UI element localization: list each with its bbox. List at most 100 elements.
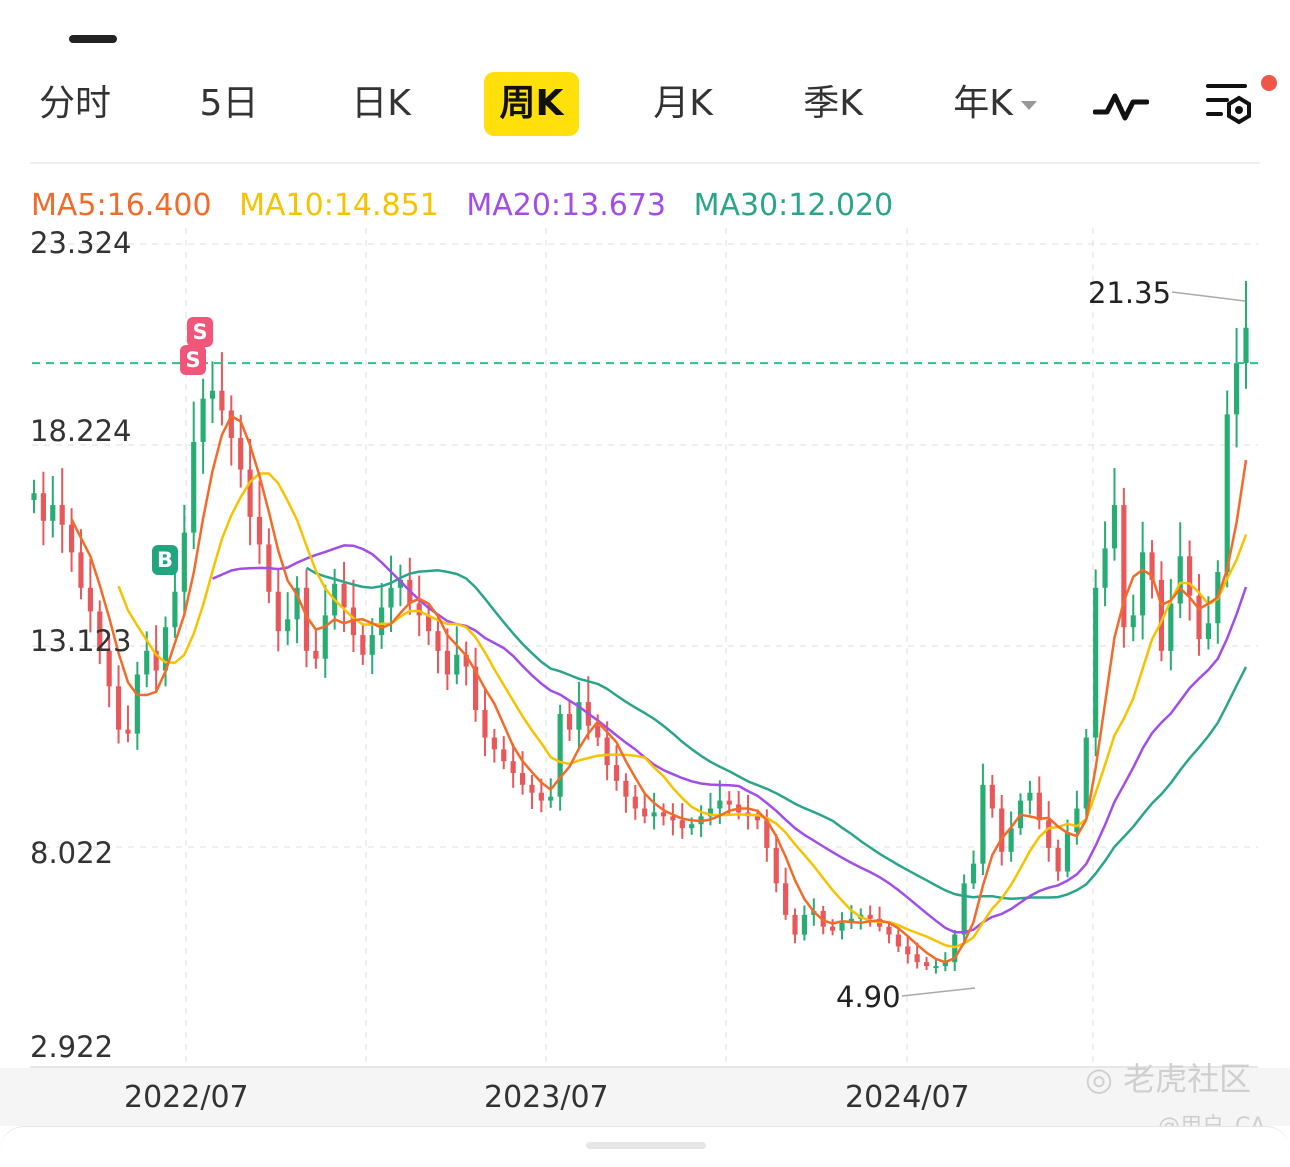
candle-body bbox=[172, 591, 178, 628]
x-tick-label: 2023/07 bbox=[484, 1080, 609, 1115]
candle-body bbox=[416, 603, 422, 616]
candle-body bbox=[97, 611, 103, 651]
buy-signal-badge[interactable]: B bbox=[152, 545, 178, 575]
sell-signal-badge[interactable]: S bbox=[187, 317, 213, 347]
ma30-line bbox=[305, 566, 1248, 900]
candle-body bbox=[933, 966, 939, 969]
candle-body bbox=[1064, 832, 1071, 872]
ma20-label: MA20:13.673 bbox=[466, 188, 667, 223]
candle-body bbox=[1224, 414, 1230, 573]
candle-body bbox=[1008, 828, 1014, 852]
candle-body bbox=[275, 591, 281, 632]
tab-quarterly-k[interactable]: 季K bbox=[803, 83, 863, 124]
candle-body bbox=[426, 615, 432, 632]
bottom-sheet-handle[interactable] bbox=[586, 1142, 706, 1149]
candle-body bbox=[895, 934, 901, 947]
candle-body bbox=[209, 390, 216, 399]
candle-body bbox=[219, 390, 225, 411]
settings-sliders-icon[interactable] bbox=[1205, 80, 1255, 130]
ma20-line bbox=[212, 544, 1248, 934]
candle-body bbox=[1027, 792, 1033, 801]
candle-body bbox=[162, 627, 169, 671]
candle-body bbox=[623, 780, 629, 797]
tab-daily-k[interactable]: 日K bbox=[351, 83, 411, 124]
candle-body bbox=[1234, 363, 1240, 415]
candle-body bbox=[388, 587, 394, 608]
tab-monthly-k[interactable]: 月K bbox=[653, 83, 713, 124]
drag-handle[interactable] bbox=[69, 35, 117, 43]
candle-body bbox=[144, 650, 150, 675]
tab-5day[interactable]: 5日 bbox=[199, 83, 259, 124]
y-tick-label: 13.123 bbox=[30, 624, 132, 658]
candle-body bbox=[792, 914, 798, 935]
ma5-line bbox=[70, 414, 1248, 964]
candle-body bbox=[1196, 595, 1202, 640]
candle-body bbox=[50, 505, 56, 521]
notification-dot bbox=[1261, 75, 1277, 91]
candle-body bbox=[717, 800, 723, 809]
candle-body bbox=[1177, 556, 1183, 604]
candle-body bbox=[651, 812, 657, 817]
candle-body bbox=[200, 398, 206, 442]
axis-band bbox=[0, 1068, 1290, 1126]
candle-body bbox=[360, 635, 366, 655]
candle-body bbox=[444, 650, 450, 675]
candle-body bbox=[68, 524, 75, 553]
candle-body bbox=[773, 847, 779, 884]
candle-body bbox=[689, 824, 695, 829]
candle-body bbox=[914, 954, 920, 963]
candle-body bbox=[256, 516, 263, 545]
high-price-annotation: 21.35 bbox=[1088, 276, 1172, 310]
candle-body bbox=[783, 883, 789, 915]
candle-body bbox=[576, 702, 582, 730]
candle-body bbox=[1046, 820, 1052, 848]
candle-body bbox=[613, 765, 620, 781]
candle-body bbox=[961, 883, 967, 935]
candle-body bbox=[632, 796, 638, 809]
ma10-line bbox=[117, 472, 1248, 949]
pulse-icon[interactable] bbox=[1092, 84, 1150, 128]
ma30-label: MA30:12.020 bbox=[693, 188, 894, 223]
y-tick-label: 18.224 bbox=[30, 414, 132, 448]
candle-body bbox=[369, 635, 375, 655]
candle-body bbox=[247, 469, 253, 517]
watermark-logo: ◎ 老虎社区 bbox=[1085, 1060, 1252, 1098]
candle-body bbox=[228, 410, 234, 439]
candle-body bbox=[134, 674, 140, 734]
candle-body bbox=[1158, 579, 1165, 651]
candle-body bbox=[482, 709, 488, 738]
low-price-annotation: 4.90 bbox=[836, 980, 901, 1014]
tab-yearly-k[interactable]: 年K bbox=[940, 72, 1050, 136]
candle-body bbox=[764, 820, 770, 848]
sell-signal-badge[interactable]: S bbox=[180, 345, 206, 375]
candle-body bbox=[726, 800, 732, 805]
ma5-label: MA5:16.400 bbox=[31, 188, 212, 223]
tab-weekly-k[interactable]: 周K bbox=[484, 72, 579, 136]
candle-body bbox=[801, 914, 808, 935]
candle-body bbox=[78, 552, 84, 588]
candle-body bbox=[830, 926, 836, 931]
candle-body bbox=[1074, 808, 1080, 833]
candle-body bbox=[40, 493, 46, 521]
candle-body bbox=[923, 962, 930, 967]
candle-body bbox=[501, 749, 507, 762]
candle-body bbox=[1093, 587, 1099, 738]
candle-body bbox=[1055, 847, 1061, 872]
candle-body bbox=[595, 725, 601, 738]
candle-body bbox=[1149, 552, 1155, 580]
candle-body bbox=[1121, 505, 1127, 628]
candle-body bbox=[707, 808, 714, 817]
candle-body bbox=[548, 796, 554, 801]
candle-body bbox=[31, 493, 37, 500]
candle-body bbox=[989, 784, 995, 809]
tab-intraday[interactable]: 分时 bbox=[38, 83, 111, 124]
candle-body bbox=[285, 619, 291, 632]
low-price-leader bbox=[901, 987, 976, 997]
candle-body bbox=[397, 579, 404, 588]
candle-body bbox=[379, 607, 385, 636]
candle-body bbox=[1168, 603, 1174, 651]
y-tick-label: 2.922 bbox=[30, 1030, 114, 1064]
candle-body bbox=[538, 792, 544, 801]
candle-body bbox=[1036, 792, 1042, 821]
